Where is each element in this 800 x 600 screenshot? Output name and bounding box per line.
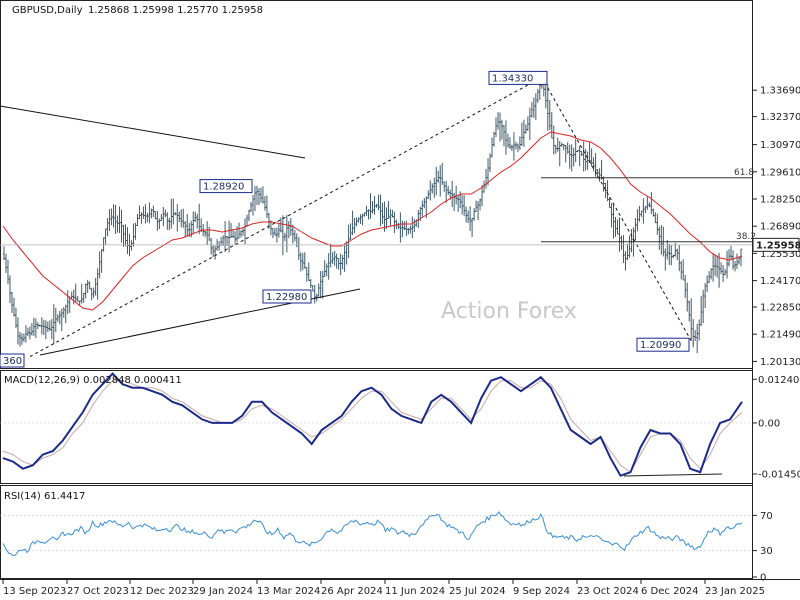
macd-panel-frame [0,370,753,484]
price-axis: 1.33690 1.32370 1.30970 1.29610 1.28250 1.268… [752,86,800,368]
ascending-trendline [39,288,361,356]
price-tick-label: 1.24170 [760,276,800,287]
x-tick-label: 27 Oct 2023 [67,586,129,597]
rsi-axis: 70 30 0 [752,511,773,584]
x-tick-label: 25 Jul 2024 [449,586,506,597]
x-tick-label: 26 Apr 2024 [321,586,383,597]
mid-low-label: 1.22980 [266,292,307,303]
x-axis: 13 Sep 2023 27 Oct 2023 12 Dec 2023 29 Jan … [2,579,765,597]
left-low-label-box [0,353,25,368]
price-tick-label: 1.29610 [760,167,800,178]
price-tick-label: 1.20130 [760,357,800,368]
macd-line [2,372,743,477]
ohlc-readout: 1.25868 1.25998 1.25770 1.25958 [88,5,263,16]
price-annotations: 1.343301.209901.289201.2298036061.838.21… [0,70,800,368]
price-tick-label: 1.22850 [760,303,800,314]
rsi-tick-label: 30 [760,546,773,557]
price-tick-label: 1.32370 [760,112,800,123]
price-tick-label: 1.21490 [760,330,800,341]
price-tick-label: 1.25530 [760,249,800,260]
symbol-info: GBPUSD,Daily [12,5,83,16]
high-2024-label-box [488,70,548,85]
macd-tick-label: -0.014502 [758,469,800,480]
low-2025-label: 1.20990 [640,340,681,351]
x-tick-label: 13 Mar 2024 [257,586,320,597]
low-2025-label-box [636,337,690,352]
price-tick-label: 1.26890 [760,222,800,233]
price-tick-label: 1.28250 [760,195,800,206]
current-price-tag [752,237,800,252]
x-tick-label: 13 Sep 2023 [3,586,66,597]
descending-trendline [0,105,306,159]
x-tick-label: 29 Jan 2024 [193,586,253,597]
x-tick-label: 9 Sep 2024 [513,586,570,597]
rally-dashed-line [29,76,543,358]
fib-618-label: 61.8 [734,168,754,178]
price-panel-frame [0,0,753,369]
fib-382-label: 38.2 [736,232,756,242]
macd-tick-label: 0.00 [758,418,780,429]
x-tick-label: 6 Dec 2024 [641,586,699,597]
x-tick-label: 12 Dec 2023 [130,586,194,597]
high-2024-label: 1.34330 [492,73,533,84]
price-tick-label: 1.33690 [760,86,800,97]
mid-high-label: 1.28920 [203,182,244,193]
x-tick-label: 11 Jun 2024 [385,586,445,597]
left-low-label: 360 [3,356,22,367]
trendlines [0,76,752,358]
rsi-tick-label: 0 [760,573,766,584]
macd-tick-label: 0.012403 [758,375,800,386]
rsi-info: RSI(14) 61.4417 [4,491,85,502]
current-price-label: 1.25958 [756,240,800,251]
macd-signal-line [2,380,743,473]
macd-axis: 0.012403 0.00 -0.014502 [752,375,800,480]
moving-average-line [2,131,743,311]
x-tick-label: 23 Oct 2024 [577,586,639,597]
mid-high-label-box [199,179,253,194]
x-tick-label: 23 Jan 2025 [705,586,765,597]
price-tick-label: 1.30970 [760,140,800,151]
macd-info: MACD(12,26,9) 0.002848 0.000411 [4,375,182,386]
mid-low-label-box [262,289,312,304]
ohlc-bars [2,72,743,354]
macd-divergence-line [623,473,723,477]
rsi-tick-label: 70 [760,511,773,522]
rsi-line [2,510,743,557]
rsi-grid [0,515,752,551]
watermark: Action Forex [441,299,577,324]
